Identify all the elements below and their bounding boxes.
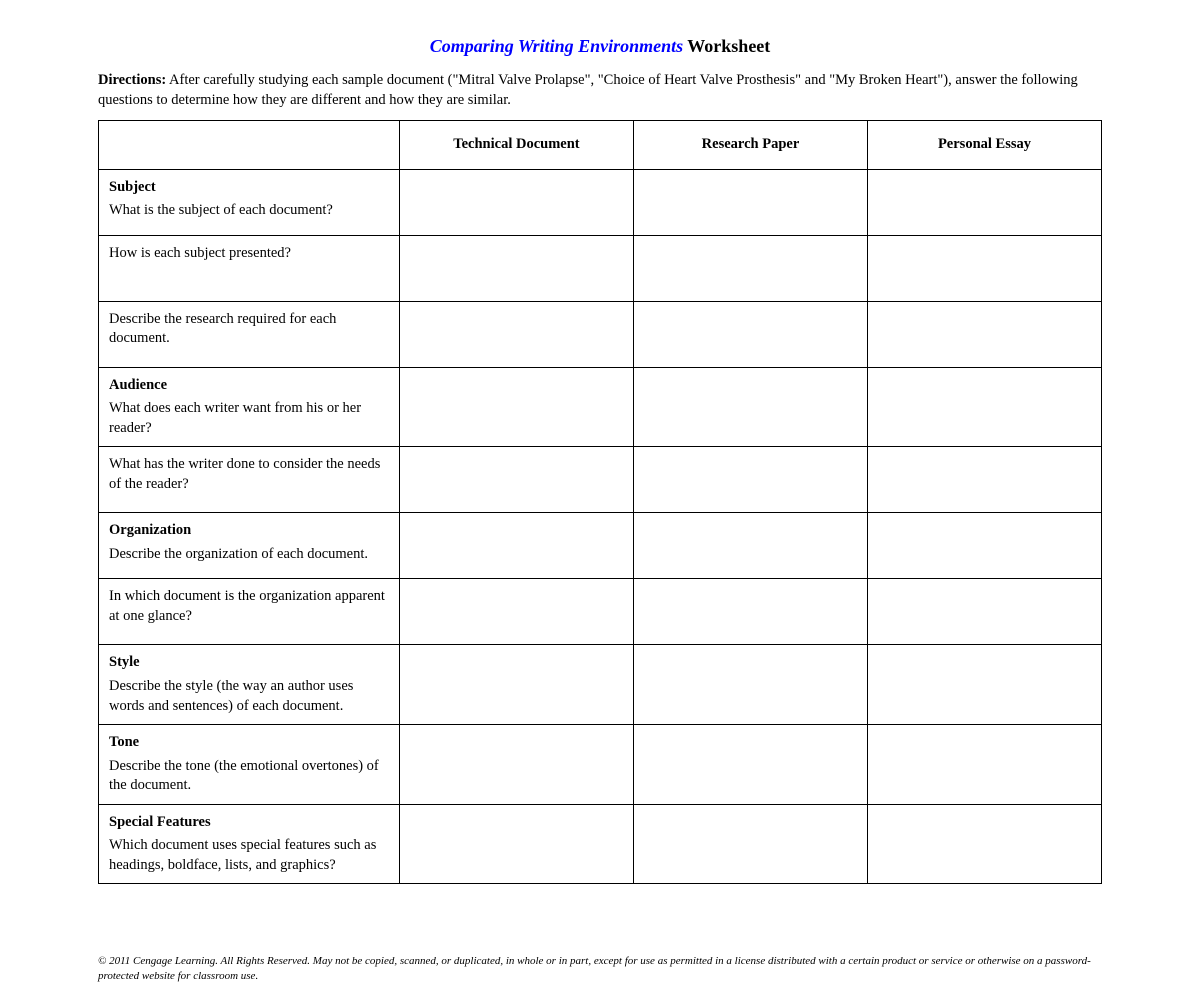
table-row: Describe the research required for each … [99,301,1102,367]
col-header-research: Research Paper [633,121,867,170]
row-label-cell: Special Features Which document uses spec… [99,804,400,884]
answer-cell[interactable] [867,725,1101,805]
row-label-cell: Describe the research required for each … [99,301,400,367]
col-header-blank [99,121,400,170]
table-row: How is each subject presented? [99,235,1102,301]
table-row: Tone Describe the tone (the emotional ove… [99,725,1102,805]
col-header-personal: Personal Essay [867,121,1101,170]
row-question: Describe the tone (the emotional overton… [109,757,389,796]
row-question: What has the writer done to consider the… [109,455,389,494]
answer-cell[interactable] [399,513,633,579]
row-heading: Audience [109,376,389,396]
answer-cell[interactable] [399,367,633,447]
row-label-cell: Audience What does each writer want from … [99,367,400,447]
row-question: What is the subject of each document? [109,201,389,221]
row-label-cell: Tone Describe the tone (the emotional ove… [99,725,400,805]
answer-cell[interactable] [399,169,633,235]
row-heading: Style [109,653,389,673]
answer-cell[interactable] [633,645,867,725]
answer-cell[interactable] [867,367,1101,447]
table-body: Subject What is the subject of each docum… [99,169,1102,884]
answer-cell[interactable] [633,579,867,645]
answer-cell[interactable] [867,235,1101,301]
answer-cell[interactable] [867,447,1101,513]
table-header-row: Technical Document Research Paper Person… [99,121,1102,170]
table-row: Audience What does each writer want from … [99,367,1102,447]
answer-cell[interactable] [633,447,867,513]
answer-cell[interactable] [399,447,633,513]
answer-cell[interactable] [867,169,1101,235]
answer-cell[interactable] [633,804,867,884]
row-question: In which document is the organization ap… [109,587,389,626]
answer-cell[interactable] [399,804,633,884]
row-question: Which document uses special features suc… [109,836,389,875]
row-question: How is each subject presented? [109,244,389,264]
table-row: What has the writer done to consider the… [99,447,1102,513]
row-question: Describe the research required for each … [109,310,389,349]
row-label-cell: Style Describe the style (the way an auth… [99,645,400,725]
answer-cell[interactable] [399,725,633,805]
col-header-technical: Technical Document [399,121,633,170]
row-question: Describe the style (the way an author us… [109,677,389,716]
answer-cell[interactable] [399,645,633,725]
row-label-cell: Subject What is the subject of each docum… [99,169,400,235]
row-heading: Subject [109,178,389,198]
answer-cell[interactable] [867,804,1101,884]
directions-block: Directions: After carefully studying eac… [98,71,1102,110]
answer-cell[interactable] [399,579,633,645]
answer-cell[interactable] [867,579,1101,645]
answer-cell[interactable] [867,645,1101,725]
row-heading: Special Features [109,813,389,833]
copyright-footer: © 2011 Cengage Learning. All Rights Rese… [98,954,1102,984]
comparison-table: Technical Document Research Paper Person… [98,120,1102,884]
row-heading: Organization [109,521,389,541]
directions-text: After carefully studying each sample doc… [98,72,1078,108]
answer-cell[interactable] [633,367,867,447]
answer-cell[interactable] [633,513,867,579]
directions-label: Directions: [98,72,166,88]
answer-cell[interactable] [399,235,633,301]
row-label-cell: What has the writer done to consider the… [99,447,400,513]
answer-cell[interactable] [867,301,1101,367]
table-row: Style Describe the style (the way an auth… [99,645,1102,725]
table-row: In which document is the organization ap… [99,579,1102,645]
answer-cell[interactable] [633,301,867,367]
title-italic: Comparing Writing Environments [430,36,683,56]
answer-cell[interactable] [867,513,1101,579]
table-row: Organization Describe the organization of… [99,513,1102,579]
row-question: What does each writer want from his or h… [109,399,389,438]
row-label-cell: In which document is the organization ap… [99,579,400,645]
answer-cell[interactable] [633,169,867,235]
row-label-cell: Organization Describe the organization of… [99,513,400,579]
answer-cell[interactable] [633,725,867,805]
title-plain: Worksheet [683,36,770,56]
answer-cell[interactable] [633,235,867,301]
row-label-cell: How is each subject presented? [99,235,400,301]
table-row: Special Features Which document uses spec… [99,804,1102,884]
page-title: Comparing Writing Environments Worksheet [98,36,1102,57]
row-heading: Tone [109,733,389,753]
worksheet-page: Comparing Writing Environments Worksheet… [0,0,1200,1004]
row-question: Describe the organization of each docume… [109,545,389,565]
answer-cell[interactable] [399,301,633,367]
table-row: Subject What is the subject of each docum… [99,169,1102,235]
